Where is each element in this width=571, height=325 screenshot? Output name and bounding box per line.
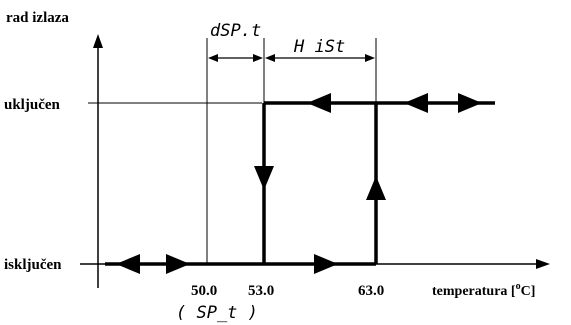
tick-label-50: 50.0 — [191, 283, 217, 299]
x-axis-label: temperatura [oC] — [432, 281, 535, 299]
on-arrow-right — [458, 93, 482, 113]
off-arrow-left — [116, 254, 140, 274]
on-state-label: uključen — [4, 97, 61, 113]
on-arrow-left-2 — [404, 93, 428, 113]
tick-label-53: 53.0 — [248, 283, 274, 299]
hist-label: H iSt — [293, 37, 345, 57]
off-state-label: isključen — [4, 257, 62, 273]
tick-label-63: 63.0 — [358, 283, 384, 299]
y-axis-arrowhead — [93, 34, 103, 48]
dspt-arrow-right — [253, 54, 263, 62]
dspt-arrow-left — [208, 54, 218, 62]
x-axis-arrowhead — [536, 259, 550, 269]
hist-arrow-right — [365, 54, 375, 62]
sp-t-label: ( SP_t ) — [176, 303, 258, 323]
switch-off-arrow-down — [254, 166, 274, 190]
on-arrow-left-1 — [307, 93, 331, 113]
hist-arrow-left — [265, 54, 275, 62]
off-arrow-right-1 — [166, 254, 190, 274]
switch-on-arrow-up — [366, 176, 386, 200]
off-arrow-right-2 — [314, 254, 338, 274]
dspt-label: dSP.t — [210, 21, 261, 41]
y-axis-label: rad izlaza — [6, 10, 69, 26]
